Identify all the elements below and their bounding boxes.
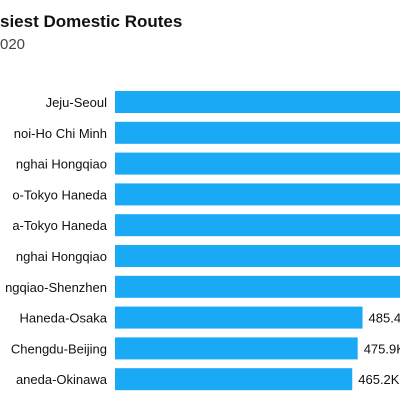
category-label: Chengdu-Beijing	[11, 341, 107, 356]
category-label: Haneda-Osaka	[20, 311, 108, 326]
bar-9	[115, 368, 353, 391]
bar-6	[115, 275, 400, 298]
bar-8	[115, 337, 358, 360]
category-label: nghai Hongqiao	[16, 249, 107, 264]
value-label: 465.2K	[358, 372, 400, 387]
category-label: ngqiao-Shenzhen	[5, 280, 107, 295]
category-label: aneda-Okinawa	[16, 372, 108, 387]
category-label: o-Tokyo Haneda	[12, 187, 107, 202]
chart-title: siest Domestic Routes	[0, 12, 183, 31]
bar-3	[115, 183, 400, 206]
category-label: Jeju-Seoul	[46, 95, 108, 110]
value-label: 475.9K	[364, 341, 400, 356]
bar-5	[115, 245, 400, 267]
bar-0	[115, 91, 400, 113]
category-label: noi-Ho Chi Minh	[14, 126, 107, 141]
category-label: nghai Hongqiao	[16, 157, 107, 172]
bar-1	[115, 121, 400, 144]
bar-2	[115, 152, 400, 175]
bar-7	[115, 306, 363, 329]
chart-subtitle: 020	[0, 36, 26, 53]
bar-4	[115, 214, 400, 237]
value-label: 485.4K	[369, 311, 400, 326]
category-label: a-Tokyo Haneda	[12, 218, 107, 233]
